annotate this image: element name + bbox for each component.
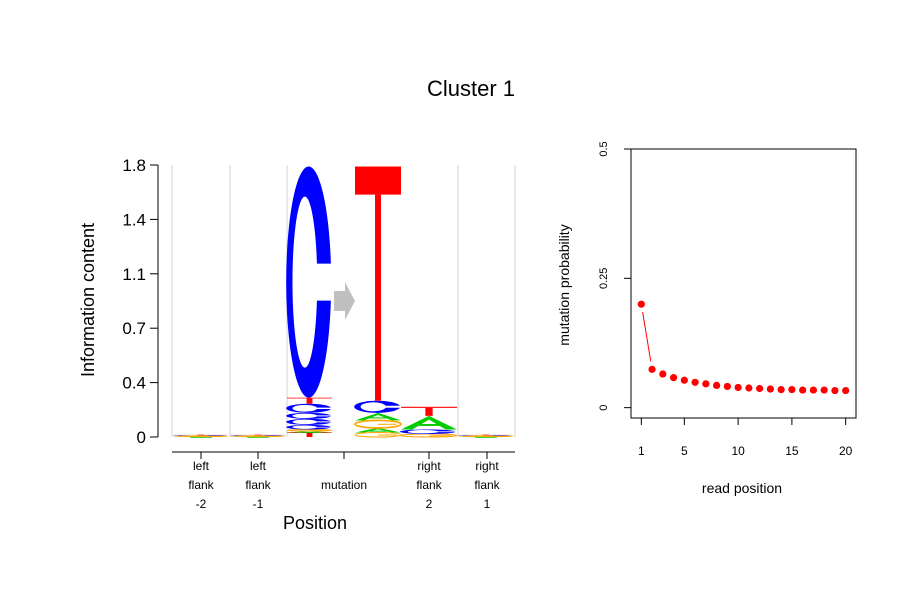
logo-x-tick-label: flank: [245, 478, 271, 492]
logo-letter-C: [286, 424, 331, 430]
logo-letter-C: [172, 435, 227, 436]
logo-panel: 0 0.4 0.7 1.1 1.4 1.8 left flank -2 left flank -1 m…: [78, 156, 516, 533]
scatter-point: [756, 384, 764, 393]
scatter-point: [820, 386, 828, 394]
logo-letter-C: [286, 412, 331, 419]
scatter-point: [713, 381, 721, 390]
scatter-point: [659, 370, 667, 378]
logo-letter-G: [354, 419, 402, 429]
scatter-point: [745, 384, 753, 392]
logo-letter-T: [459, 434, 513, 436]
logo-x-ticks: left flank -2 left flank -1 mutation right flank…: [188, 452, 501, 511]
logo-x-tick-label: mutation: [321, 478, 367, 492]
scatter-point: [648, 365, 656, 373]
scatter-y-tick-label: 0.25: [598, 268, 610, 289]
logo-letter-G: [230, 435, 286, 438]
logo-y-label: Information content: [78, 223, 98, 377]
logo-letter-A: [287, 430, 332, 433]
logo-letter-T: [287, 432, 332, 437]
logo-x-tick-label: left: [250, 459, 267, 473]
logo-letter-C: [286, 403, 331, 413]
logo-letter-T: [287, 397, 332, 404]
scatter-x-label: read position: [702, 480, 782, 496]
logo-y-tick-label: 1.1: [122, 265, 146, 284]
logo-letters: [172, 166, 514, 438]
scatter-point: [702, 380, 710, 388]
logo-x-tick-label: 2: [426, 497, 433, 511]
logo-x-tick-label: right: [417, 459, 441, 473]
logo-x-tick-label: 1: [484, 497, 491, 511]
logo-letter-T: [401, 406, 457, 416]
mutation-arrow-icon: [334, 282, 355, 320]
scatter-point: [842, 386, 850, 395]
logo-x-tick-label: flank: [188, 478, 214, 492]
logo-letter-T: [174, 434, 228, 436]
scatter-point: [637, 300, 645, 308]
logo-letter-T: [231, 434, 285, 436]
logo-x-tick-label: -2: [196, 497, 207, 511]
scatter-panel: 00.250.5 1 5 10 15 20 read position mutation…: [556, 141, 857, 496]
figure-title: Cluster 1: [427, 76, 515, 101]
scatter-point: [766, 385, 774, 393]
logo-y-tick-label: 1.4: [122, 210, 146, 229]
scatter-x-tick-label: 20: [839, 444, 853, 458]
logo-letter-A: [355, 412, 401, 421]
logo-y-tick-label: 1.8: [122, 156, 146, 175]
logo-letter-G: [458, 435, 514, 438]
scatter-point: [680, 376, 688, 384]
logo-letter-C: [457, 435, 512, 436]
scatter-point: [723, 382, 731, 391]
logo-letter-G: [173, 435, 229, 438]
logo-letter-C: [229, 435, 284, 436]
scatter-point: [777, 385, 785, 394]
logo-y-tick-label: 0.4: [122, 374, 146, 393]
scatter-point: [831, 386, 839, 395]
scatter-x-tick-label: 15: [785, 444, 799, 458]
logo-letter-T: [355, 166, 401, 401]
logo-letter-C: [286, 166, 331, 398]
logo-letter-G: [354, 431, 402, 438]
scatter-point: [788, 385, 796, 394]
logo-x-tick-label: -1: [253, 497, 264, 511]
logo-x-tick-label: left: [193, 459, 210, 473]
logo-x-label: Position: [283, 513, 347, 533]
logo-y-tick-label: 0: [137, 428, 146, 447]
scatter-point: [691, 378, 699, 386]
logo-letter-G: [400, 433, 458, 438]
logo-y-tick-label: 0.7: [122, 319, 146, 338]
scatter-point: [734, 383, 742, 392]
scatter-point: [809, 386, 818, 394]
logo-x-tick-label: right: [475, 459, 499, 473]
logo-letter-A: [355, 427, 401, 433]
scatter-x-tick-label: 10: [731, 444, 745, 458]
scatter-y-ticks: 0 0.25 0.5: [598, 141, 631, 411]
scatter-y-tick-label: 0.5: [598, 141, 610, 156]
logo-y-ticks: 0 0.4 0.7 1.1 1.4 1.8: [122, 156, 158, 447]
scatter-point: [799, 386, 807, 394]
scatter-connector-line: [642, 312, 652, 362]
scatter-x-tick-label: 1: [638, 444, 645, 458]
logo-letter-G: [286, 428, 333, 432]
logo-x-tick-label: flank: [474, 478, 500, 492]
scatter-y-tick-label: 0: [598, 405, 610, 411]
logo-letter-C: [286, 418, 331, 425]
scatter-y-label: mutation probability: [556, 224, 572, 345]
scatter-x-ticks: 1 5 10 15 20: [638, 418, 853, 458]
logo-letter-A: [401, 415, 457, 430]
logo-letter-C: [399, 429, 456, 434]
logo-letter-C: [354, 400, 400, 413]
logo-x-tick-label: flank: [416, 478, 442, 492]
scatter-x-tick-label: 5: [681, 444, 688, 458]
scatter-plot-frame: [630, 148, 857, 419]
scatter-points: [637, 300, 850, 395]
scatter-point: [669, 374, 678, 382]
